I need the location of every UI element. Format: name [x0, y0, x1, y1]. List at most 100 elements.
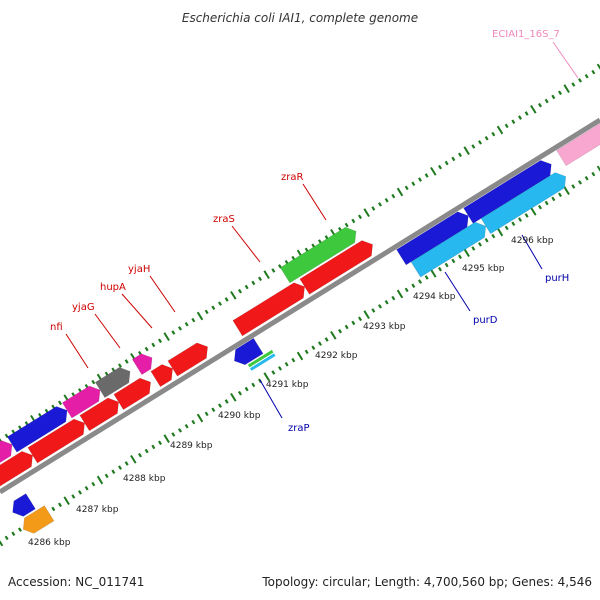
gene-feature-red[interactable] — [299, 240, 373, 295]
gene-feature-blue[interactable] — [6, 406, 68, 453]
gene-feature-red[interactable] — [150, 364, 173, 388]
gene-feature-red[interactable] — [167, 342, 208, 377]
outer-tick-mark — [124, 359, 129, 364]
inner-tick-mark — [191, 419, 196, 425]
inner-tick-mark — [111, 469, 116, 475]
inner-tick-mark — [144, 448, 149, 454]
inner-tick-mark — [544, 200, 549, 206]
gene-feature-magenta[interactable] — [131, 353, 153, 376]
outer-tick-mark — [251, 280, 256, 286]
outer-tick-mark — [151, 342, 156, 348]
inner-tick-mark — [218, 403, 222, 408]
inner-tick-mark — [530, 206, 537, 216]
outer-tick-mark — [544, 98, 549, 104]
gene-label-purh[interactable]: purH — [545, 273, 569, 284]
inner-tick-mark — [324, 337, 329, 342]
gene-label-nfi[interactable]: nfi — [50, 322, 63, 333]
gene-feature-red[interactable] — [0, 451, 33, 494]
gene-feature-cyan[interactable] — [410, 221, 487, 278]
gene-feature-red[interactable] — [79, 397, 119, 432]
outer-tick-mark — [538, 102, 542, 108]
inner-tick-mark — [391, 295, 396, 301]
gene-label-leader — [521, 234, 543, 270]
gene-label-hupa[interactable]: hupA — [100, 282, 126, 293]
outer-tick-mark — [371, 206, 376, 211]
gene-label-yjah[interactable]: yjaH — [128, 264, 150, 275]
inner-tick-mark — [444, 262, 449, 268]
tick-label: 4295 kbp — [462, 264, 505, 274]
outer-tick-mark — [596, 63, 600, 70]
inner-tick-mark — [4, 535, 9, 541]
inner-tick-mark — [71, 494, 76, 499]
inner-tick-mark — [584, 175, 589, 181]
outer-tick-mark — [230, 290, 237, 300]
inner-tick-mark — [151, 444, 156, 450]
gene-label-yjag[interactable]: yjaG — [72, 302, 95, 313]
gene-label-leader — [302, 183, 327, 221]
inner-tick-mark — [496, 227, 504, 237]
tick-label: 4289 kbp — [170, 441, 213, 451]
inner-tick-mark — [424, 275, 429, 280]
gene-feature-orange[interactable] — [22, 505, 55, 534]
inner-tick-mark — [158, 440, 162, 446]
outer-tick-mark — [238, 288, 242, 294]
gene-label-zrap[interactable]: zraP — [288, 423, 310, 434]
inner-tick-mark — [384, 299, 389, 305]
outer-tick-mark — [158, 338, 162, 344]
outer-tick-mark — [424, 173, 429, 178]
outer-tick-mark — [463, 146, 470, 156]
inner-tick-mark — [96, 475, 104, 485]
tick-label: 4293 kbp — [363, 322, 406, 332]
inner-tick-mark — [263, 372, 270, 382]
gene-feature-blue[interactable] — [463, 159, 552, 224]
gene-feature-blue[interactable] — [396, 211, 469, 266]
outer-tick-mark — [571, 82, 576, 87]
inner-tick-mark — [251, 382, 256, 388]
gene-feature-red[interactable] — [232, 282, 305, 337]
gene-feature-pink[interactable] — [556, 120, 600, 167]
inner-tick-mark — [571, 184, 576, 189]
map-title: Escherichia coli IAI1, complete genome — [182, 11, 418, 25]
inner-tick-mark — [404, 287, 409, 293]
gene-feature-magenta[interactable] — [61, 385, 101, 419]
inner-tick-mark — [63, 496, 70, 506]
gene-feature-green[interactable] — [247, 349, 274, 368]
inner-tick-mark — [311, 345, 316, 351]
gene-feature-red[interactable] — [113, 377, 151, 411]
gene-feature-gray[interactable] — [94, 367, 131, 399]
gene-feature-blue[interactable] — [234, 337, 264, 366]
outer-tick-mark — [511, 119, 516, 124]
gene-label-purd[interactable]: purD — [473, 315, 498, 326]
outer-tick-mark — [478, 140, 482, 145]
inner-tick-mark — [138, 452, 142, 458]
gene-feature-blue[interactable] — [12, 493, 36, 517]
outer-tick-mark — [358, 214, 362, 220]
outer-tick-mark — [438, 164, 442, 170]
gene-label-leader — [94, 313, 121, 349]
outer-tick-mark — [411, 181, 416, 187]
gene-label-eciai1_16s_7[interactable]: ECIAI1_16S_7 — [492, 29, 560, 40]
inner-tick-mark — [458, 254, 462, 260]
gene-label-zrar[interactable]: zraR — [281, 172, 303, 183]
inner-tick-mark — [130, 454, 137, 464]
gene-label-zras[interactable]: zraS — [213, 214, 235, 225]
gene-feature-red[interactable] — [27, 418, 85, 464]
gene-feature-cyan[interactable] — [249, 353, 276, 371]
inner-tick-mark — [196, 413, 204, 423]
inner-tick-mark — [378, 304, 382, 309]
tick-label: 4287 kbp — [76, 505, 119, 515]
outer-tick-mark — [91, 379, 96, 385]
gene-feature-cyan[interactable] — [480, 172, 567, 235]
inner-tick-mark — [430, 268, 437, 278]
inner-tick-mark — [178, 428, 182, 433]
gene-feature-green[interactable] — [279, 226, 357, 284]
outer-tick-mark — [118, 363, 122, 368]
inner-tick-mark — [211, 407, 216, 413]
outer-tick-mark — [258, 276, 262, 282]
outer-tick-mark — [144, 346, 149, 352]
inner-tick-mark — [451, 258, 456, 264]
outer-tick-mark — [391, 193, 396, 199]
gene-feature-magenta[interactable] — [0, 440, 13, 477]
outer-tick-mark — [591, 69, 596, 75]
